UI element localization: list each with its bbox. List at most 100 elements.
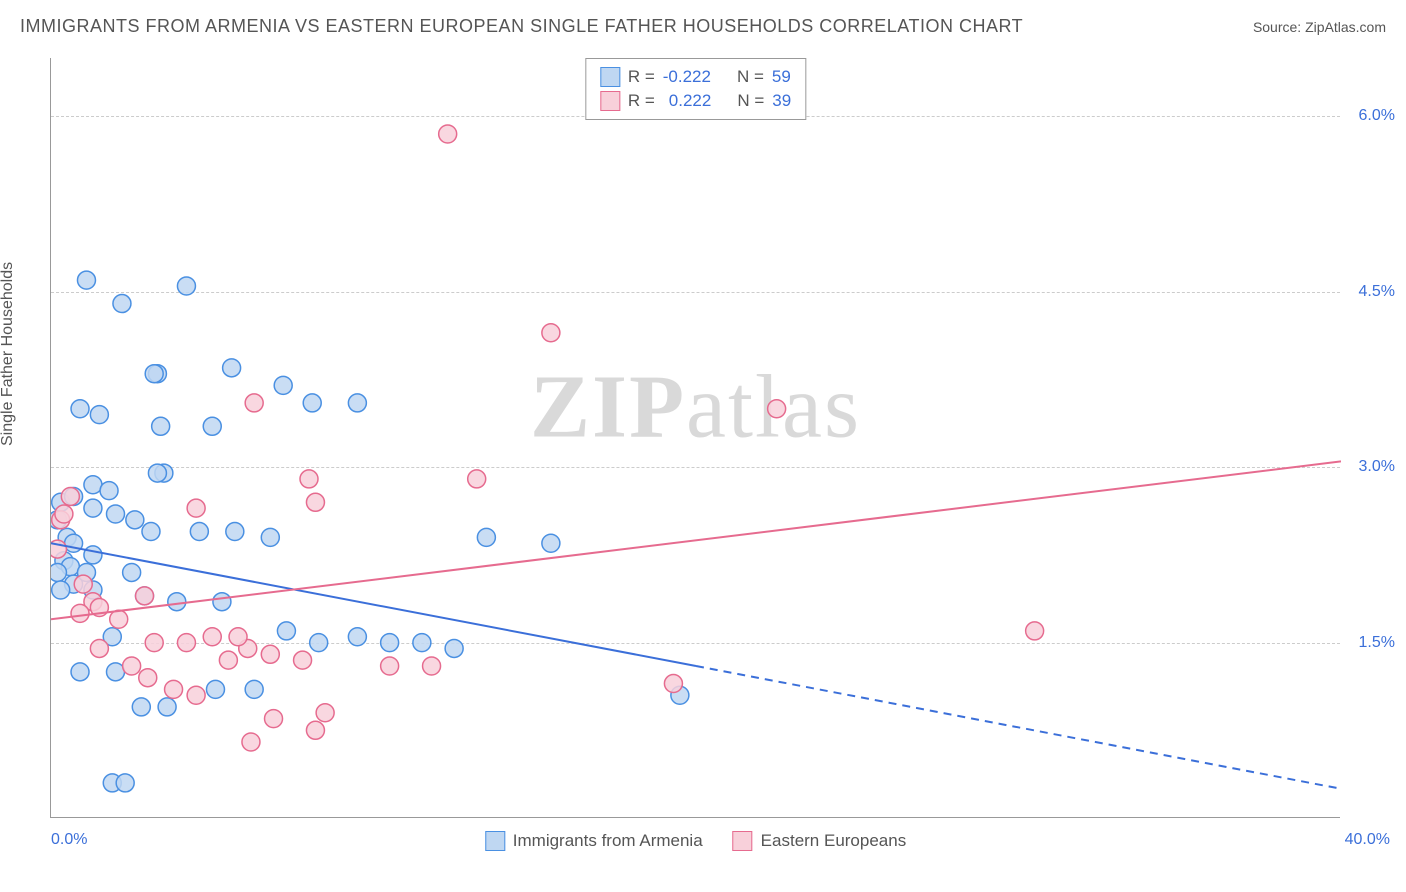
data-point-eastern: [219, 651, 237, 669]
data-point-armenia: [148, 464, 166, 482]
legend-item-armenia: Immigrants from Armenia: [485, 831, 703, 851]
data-point-armenia: [71, 663, 89, 681]
swatch-armenia: [600, 67, 620, 87]
data-point-armenia: [132, 698, 150, 716]
data-point-eastern: [316, 704, 334, 722]
data-point-armenia: [445, 639, 463, 657]
data-point-armenia: [123, 563, 141, 581]
data-point-eastern: [139, 669, 157, 687]
data-point-armenia: [348, 628, 366, 646]
data-point-armenia: [152, 417, 170, 435]
data-point-eastern: [306, 493, 324, 511]
data-point-eastern: [294, 651, 312, 669]
legend-row-eastern: R = 0.222 N = 39: [600, 89, 791, 113]
data-point-eastern: [165, 680, 183, 698]
data-point-eastern: [664, 675, 682, 693]
data-point-armenia: [190, 523, 208, 541]
data-point-eastern: [423, 657, 441, 675]
data-point-eastern: [74, 575, 92, 593]
data-point-eastern: [468, 470, 486, 488]
chart-plot-area: ZIPatlas R = -0.222 N = 59 R = 0.222 N =…: [50, 58, 1340, 818]
data-point-armenia: [116, 774, 134, 792]
data-point-armenia: [213, 593, 231, 611]
data-point-armenia: [84, 546, 102, 564]
data-point-eastern: [242, 733, 260, 751]
data-point-armenia: [90, 406, 108, 424]
data-point-armenia: [77, 271, 95, 289]
data-point-armenia: [51, 563, 66, 581]
data-point-armenia: [158, 698, 176, 716]
chart-title: IMMIGRANTS FROM ARMENIA VS EASTERN EUROP…: [20, 16, 1023, 37]
data-point-eastern: [381, 657, 399, 675]
data-point-armenia: [177, 277, 195, 295]
data-point-armenia: [126, 511, 144, 529]
data-point-armenia: [107, 663, 125, 681]
legend-statistics: R = -0.222 N = 59 R = 0.222 N = 39: [585, 58, 806, 120]
data-point-armenia: [84, 499, 102, 517]
scatter-svg: [51, 58, 1341, 818]
data-point-armenia: [542, 534, 560, 552]
data-point-eastern: [187, 686, 205, 704]
data-point-eastern: [768, 400, 786, 418]
x-tick-min: 0.0%: [51, 831, 87, 849]
data-point-eastern: [300, 470, 318, 488]
data-point-eastern: [261, 645, 279, 663]
data-point-armenia: [277, 622, 295, 640]
data-point-eastern: [177, 634, 195, 652]
swatch-eastern: [600, 91, 620, 111]
legend-series: Immigrants from Armenia Eastern European…: [485, 831, 906, 851]
trend-line-dashed-armenia: [696, 666, 1341, 789]
y-tick-label: 3.0%: [1345, 458, 1395, 476]
data-point-armenia: [52, 581, 70, 599]
data-point-armenia: [142, 523, 160, 541]
data-point-armenia: [477, 528, 495, 546]
data-point-armenia: [245, 680, 263, 698]
data-point-eastern: [187, 499, 205, 517]
data-point-eastern: [90, 639, 108, 657]
data-point-armenia: [274, 376, 292, 394]
data-point-armenia: [145, 365, 163, 383]
data-point-eastern: [55, 505, 73, 523]
data-point-armenia: [206, 680, 224, 698]
data-point-eastern: [245, 394, 263, 412]
data-point-eastern: [71, 604, 89, 622]
data-point-armenia: [226, 523, 244, 541]
data-point-armenia: [303, 394, 321, 412]
y-tick-label: 6.0%: [1345, 107, 1395, 125]
y-axis-label: Single Father Households: [0, 262, 17, 446]
data-point-eastern: [229, 628, 247, 646]
data-point-armenia: [71, 400, 89, 418]
data-point-armenia: [261, 528, 279, 546]
data-point-eastern: [145, 634, 163, 652]
data-point-eastern: [542, 324, 560, 342]
source-label: Source: ZipAtlas.com: [1253, 19, 1386, 35]
data-point-eastern: [439, 125, 457, 143]
swatch-armenia-icon: [485, 831, 505, 851]
data-point-armenia: [100, 482, 118, 500]
data-point-eastern: [1026, 622, 1044, 640]
y-tick-label: 1.5%: [1345, 634, 1395, 652]
data-point-eastern: [265, 710, 283, 728]
data-point-armenia: [310, 634, 328, 652]
data-point-eastern: [61, 487, 79, 505]
data-point-eastern: [136, 587, 154, 605]
data-point-armenia: [348, 394, 366, 412]
data-point-armenia: [84, 476, 102, 494]
data-point-armenia: [203, 417, 221, 435]
data-point-armenia: [223, 359, 241, 377]
data-point-eastern: [110, 610, 128, 628]
swatch-eastern-icon: [733, 831, 753, 851]
data-point-armenia: [168, 593, 186, 611]
x-tick-max: 40.0%: [1345, 831, 1390, 849]
data-point-armenia: [381, 634, 399, 652]
data-point-eastern: [203, 628, 221, 646]
trend-line-eastern: [51, 461, 1341, 619]
legend-item-eastern: Eastern Europeans: [733, 831, 907, 851]
legend-label-eastern: Eastern Europeans: [761, 831, 907, 851]
data-point-armenia: [107, 505, 125, 523]
data-point-armenia: [413, 634, 431, 652]
legend-row-armenia: R = -0.222 N = 59: [600, 65, 791, 89]
legend-label-armenia: Immigrants from Armenia: [513, 831, 703, 851]
data-point-eastern: [123, 657, 141, 675]
data-point-armenia: [113, 295, 131, 313]
